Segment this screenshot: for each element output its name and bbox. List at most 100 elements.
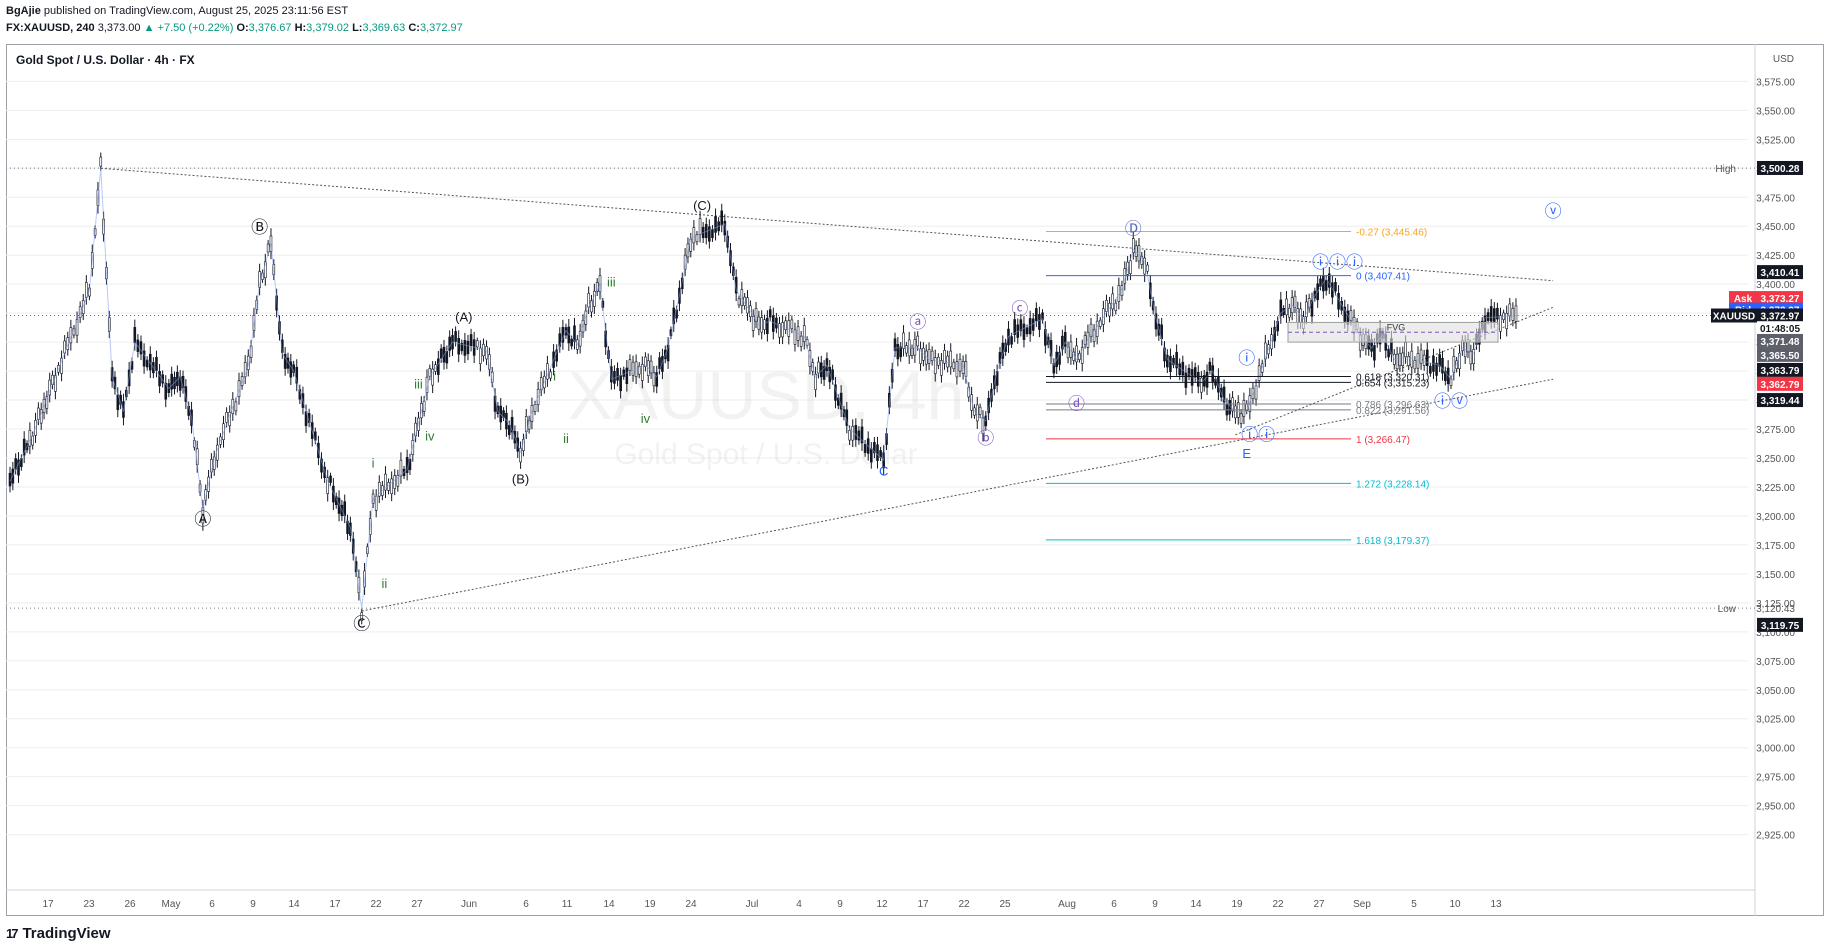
wave-label: Ⓒ: [353, 615, 370, 634]
fib-label: 0.654 (3,315.23): [1356, 378, 1429, 389]
candle-body: [457, 337, 460, 355]
candle-body: [1239, 413, 1243, 424]
candle-body: [1324, 279, 1328, 291]
y-tick-label: 3,275.00: [1756, 425, 1795, 436]
candle-body: [955, 361, 959, 378]
candle-body: [616, 368, 619, 381]
fib-label: 0.822 (3,291.56): [1356, 406, 1429, 417]
price-tag: 3,319.44: [1761, 396, 1800, 407]
candle-body: [708, 226, 711, 242]
chart-frame[interactable]: [6, 44, 1824, 916]
wave-label: iv: [425, 429, 435, 444]
candle-body: [781, 322, 784, 338]
candle-body: [448, 336, 451, 351]
candle-body: [772, 315, 775, 332]
x-tick-label: Aug: [1058, 899, 1076, 910]
candle-body: [1416, 353, 1420, 369]
candle-body: [234, 401, 238, 412]
candle-body: [625, 367, 629, 385]
candle-body: [475, 340, 479, 348]
candle-body: [1425, 349, 1429, 367]
candle-body: [1031, 318, 1035, 331]
candle-body: [899, 346, 902, 358]
wave-label: ⓓ: [1068, 394, 1085, 413]
candle-body: [666, 344, 670, 362]
wave-label: ii: [382, 576, 388, 591]
x-tick-label: 6: [523, 899, 529, 910]
wave-label: ⓑ: [977, 429, 994, 448]
candle-body: [1285, 298, 1288, 316]
candle-body: [695, 234, 699, 242]
candle-body: [692, 227, 696, 244]
wave-label: C: [879, 463, 888, 478]
candle-body: [1435, 362, 1438, 376]
symbol-label: FX:XAUUSD, 240: [6, 22, 95, 34]
candle-body: [1486, 312, 1490, 321]
candle-body: [1305, 301, 1308, 318]
candle-body: [644, 356, 647, 367]
fib-label: 1 (3,266.47): [1356, 435, 1410, 446]
candle-body: [1196, 372, 1200, 387]
x-tick-label: 23: [83, 899, 95, 910]
candle-body: [778, 323, 781, 338]
price-tag-bg: [1711, 308, 1757, 323]
candle-body: [1444, 370, 1447, 381]
candle-body: [145, 359, 149, 368]
candle-body: [799, 335, 803, 347]
candle-body: [1288, 307, 1291, 318]
x-tick-label: Sep: [1353, 899, 1371, 910]
y-tick-label: 3,425.00: [1756, 251, 1795, 262]
candle-body: [1066, 346, 1070, 359]
candle-body: [377, 481, 381, 497]
candle-body: [631, 361, 635, 376]
price-chart[interactable]: 3,575.003,550.003,525.003,500.003,475.00…: [6, 44, 1824, 916]
close-label: C:: [408, 22, 420, 34]
candle-body: [1404, 342, 1407, 357]
x-tick-label: 9: [1152, 899, 1158, 910]
candle-body: [139, 341, 143, 355]
low-label: L:: [352, 22, 363, 34]
candle-body: [1514, 305, 1518, 322]
x-tick-label: 14: [603, 899, 615, 910]
candle-body: [905, 345, 908, 354]
candle-body: [869, 448, 873, 463]
candle-body: [439, 348, 443, 359]
x-tick-label: 6: [1111, 899, 1117, 910]
candle-body: [479, 347, 482, 364]
candle-body: [760, 317, 763, 333]
candle-body: [919, 348, 922, 364]
y-tick-label: 3,025.00: [1756, 715, 1795, 726]
fib-label: -0.27 (3,445.46): [1356, 227, 1427, 238]
candle-body: [1178, 363, 1182, 376]
candle-body: [822, 366, 826, 380]
x-tick-label: 9: [250, 899, 256, 910]
candle-body: [1469, 350, 1473, 365]
candle-body: [399, 459, 403, 477]
price-tag-bg: [1757, 333, 1803, 348]
candle-body: [1137, 245, 1141, 262]
x-tick-label: 22: [958, 899, 970, 910]
candle-body: [225, 411, 228, 423]
candle-body: [463, 340, 467, 356]
candle-body: [857, 430, 861, 441]
high-value: 3,379.02: [306, 22, 349, 34]
wave-label: Ⓓ: [1125, 219, 1142, 238]
publisher-name[interactable]: BgAjie: [6, 5, 41, 17]
candle-body: [768, 309, 772, 318]
open-label: O:: [236, 22, 249, 34]
wave-label: (B): [512, 471, 529, 486]
x-tick-label: 14: [1190, 899, 1202, 910]
y-tick-label: 3,175.00: [1756, 541, 1795, 552]
candle-body: [793, 329, 797, 345]
tradingview-footer[interactable]: 17 TradingView: [6, 925, 111, 942]
y-tick-label: 3,225.00: [1756, 483, 1795, 494]
price-tag: 3,371.48: [1761, 337, 1800, 348]
price-tag-bg: [1757, 376, 1803, 391]
candle-body: [158, 371, 161, 387]
y-tick-label: 3,150.00: [1756, 570, 1795, 581]
x-tick-label: 25: [999, 899, 1011, 910]
candle-body: [75, 319, 79, 336]
candle-body: [17, 459, 20, 476]
x-tick-label: 6: [209, 899, 215, 910]
candle-body: [329, 475, 332, 483]
